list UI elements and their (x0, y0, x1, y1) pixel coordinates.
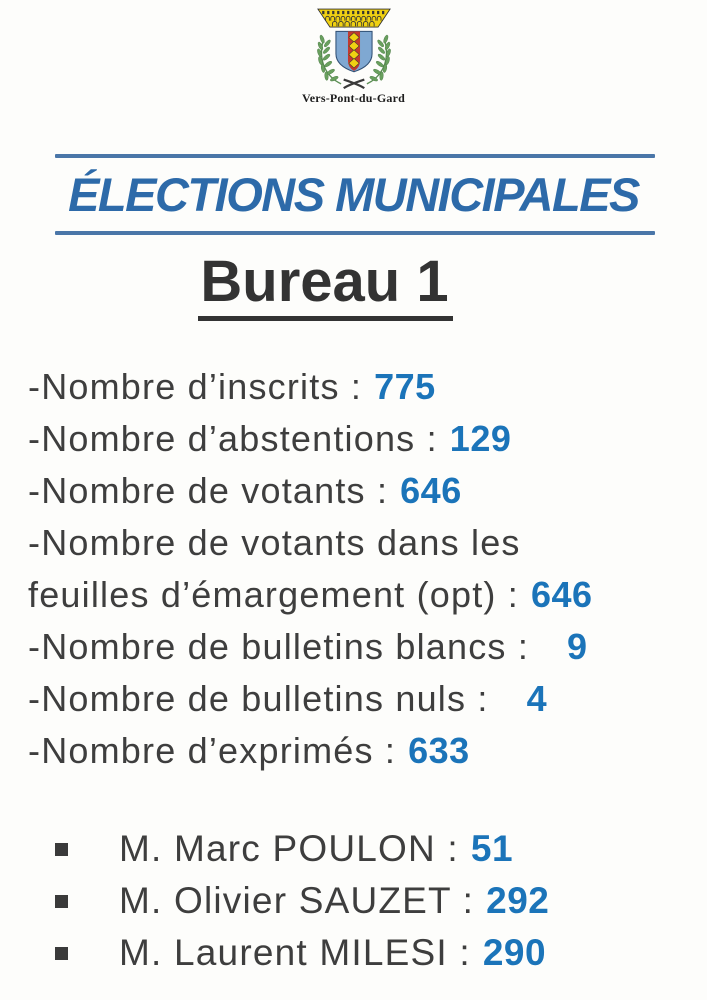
stat-value: 129 (449, 417, 512, 459)
stat-label: -Nombre d’inscrits : (28, 365, 363, 407)
candidate-votes: 51 (470, 827, 514, 869)
candidate-votes: 290 (482, 931, 547, 973)
stat-row-votants: -Nombre de votants : 646 (28, 465, 652, 517)
stats-list: -Nombre d’inscrits : 775 -Nombre d’absten… (28, 361, 652, 777)
bureau-heading: Bureau 1 (0, 249, 679, 321)
stat-label: -Nombre de votants : (28, 469, 389, 511)
bullet-square-icon (55, 895, 68, 909)
title-rule-top (55, 154, 655, 158)
candidate-name: M. Laurent MILESI : (119, 931, 471, 973)
stat-row-abstentions: -Nombre d’abstentions : 129 (28, 413, 652, 465)
candidate-row-milesi: M. Laurent MILESI : 290 (55, 927, 707, 979)
stat-label: -Nombre de bulletins nuls : (28, 677, 489, 719)
stat-row-exprimes: -Nombre d’exprimés : 633 (28, 725, 652, 777)
bullet-square-icon (55, 947, 68, 961)
crest-caption: Vers-Pont-du-Gard (302, 91, 405, 105)
stat-value: 646 (400, 469, 462, 511)
candidate-row-sauzet: M. Olivier SAUZET : 292 (55, 875, 707, 927)
bullet-square-icon (55, 843, 68, 857)
stat-value: 9 (567, 625, 588, 667)
stat-label: -Nombre d’abstentions : (28, 417, 438, 459)
candidate-name: M. Olivier SAUZET : (119, 879, 475, 921)
title-rule-bottom (55, 231, 655, 235)
stat-row-bulletins-nuls: -Nombre de bulletins nuls : 4 (28, 673, 652, 725)
candidate-row-poulon: M. Marc POULON : 51 (55, 823, 707, 875)
bureau-heading-text: Bureau 1 (198, 249, 453, 321)
stat-value: 633 (408, 729, 470, 771)
stat-row-inscrits: -Nombre d’inscrits : 775 (28, 361, 652, 413)
stat-row-votants-emargement: -Nombre de votants dans les feuilles d’é… (28, 517, 652, 621)
stat-row-bulletins-blancs: -Nombre de bulletins blancs : 9 (28, 621, 652, 673)
stat-label: -Nombre de votants dans les feuilles d’é… (28, 521, 532, 615)
candidate-name: M. Marc POULON : (119, 827, 459, 869)
crest-block: Vers-Pont-du-Gard (0, 0, 707, 106)
page-title: ÉLECTIONS MUNICIPALES (68, 167, 640, 221)
coat-of-arms-icon (316, 8, 392, 90)
candidate-votes: 292 (486, 879, 550, 921)
stat-value: 775 (374, 365, 436, 407)
candidates-list: M. Marc POULON : 51 M. Olivier SAUZET : … (55, 823, 707, 979)
stat-label: -Nombre de bulletins blancs : (28, 625, 530, 667)
stat-value: 4 (526, 677, 548, 719)
stat-label: -Nombre d’exprimés : (28, 729, 397, 771)
stat-value: 646 (531, 573, 593, 615)
